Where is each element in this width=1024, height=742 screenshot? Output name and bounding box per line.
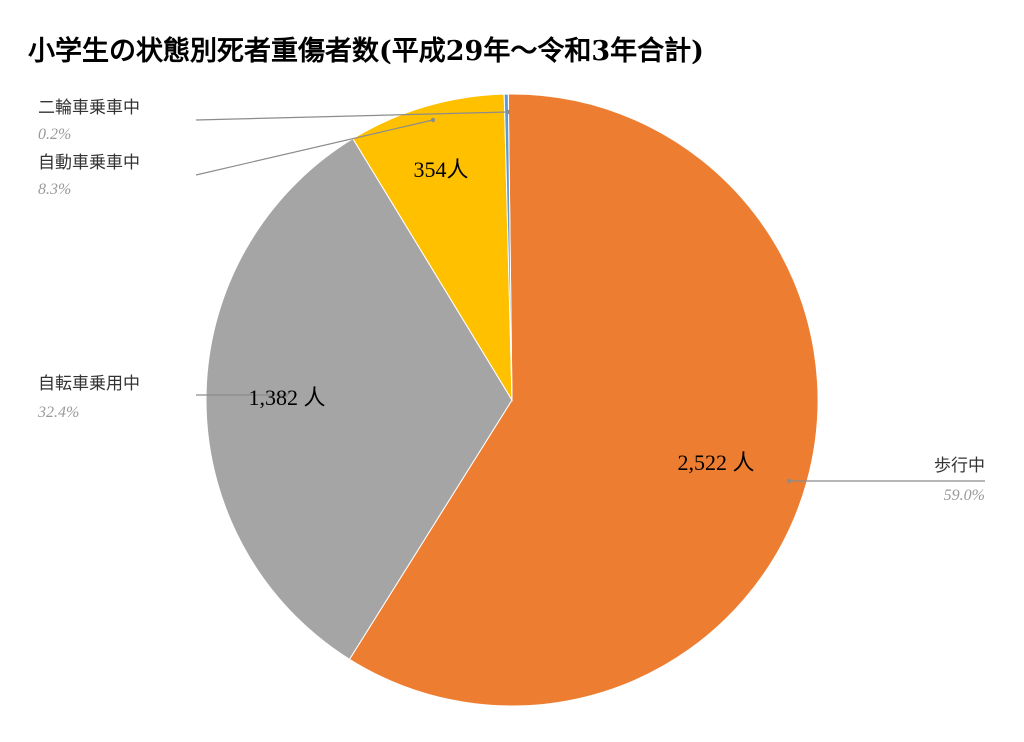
value-label-walking: 2,522 人 (677, 450, 754, 475)
slice-labels: 歩行中 59.0% 2,522 人 自転車乗用中 32.4% 1,382 人 自動車乗車中 8… (37, 98, 985, 504)
slice-car (352, 93, 513, 402)
category-label-motorcycle: 二輪車乗車中 (38, 98, 140, 118)
leader-line-car (195, 119, 434, 176)
pie-slices (205, 93, 819, 707)
percent-label-walking: 59.0% (944, 487, 985, 504)
leader-line-motorcycle (195, 111, 509, 121)
leader-dot-car (430, 117, 436, 123)
category-label-car: 自動車乗車中 (38, 153, 140, 173)
leader-dot-motorcycle (505, 109, 511, 115)
leader-dot-bicycle (283, 392, 289, 398)
category-label-bicycle: 自転車乗用中 (38, 374, 140, 394)
leader-lines (195, 109, 985, 484)
leader-dot-walking (786, 478, 792, 484)
value-label-car: 354人 (413, 157, 468, 182)
slice-walking (348, 93, 819, 707)
slice-motorcycle (503, 93, 513, 401)
percent-label-bicycle: 32.4% (37, 404, 79, 421)
percent-label-car: 8.3% (38, 181, 71, 198)
chart-title: 小学生の状態別死者重傷者数(平成29年～令和3年合計) (28, 35, 704, 67)
slice-bicycle (205, 137, 513, 660)
value-label-bicycle: 1,382 人 (248, 385, 325, 410)
percent-label-motorcycle: 0.2% (38, 126, 71, 143)
category-label-walking: 歩行中 (934, 456, 985, 476)
